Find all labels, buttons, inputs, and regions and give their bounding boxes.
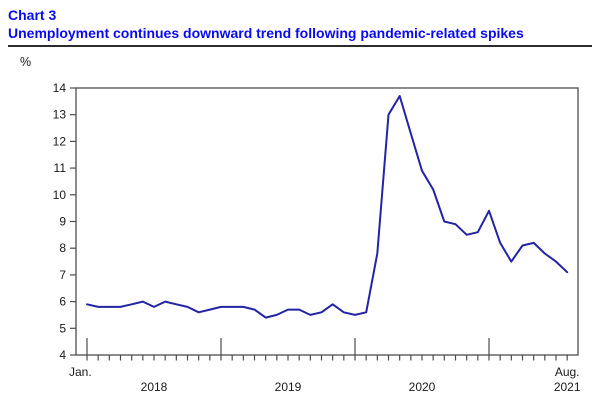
unemployment-rate-line [86,95,569,319]
y-axis-tick-label: 4 [59,348,66,362]
y-axis-tick-label: 10 [53,188,67,202]
x-axis-year-label: 2020 [409,380,436,394]
y-axis-tick-label: 14 [53,81,67,95]
y-axis-tick-label: 9 [59,215,66,229]
title-divider [8,45,592,47]
y-axis-tick-label: 6 [59,295,66,309]
y-axis-unit-label: % [20,55,32,69]
plot-frame [75,87,579,356]
y-axis-tick-label: 5 [59,321,66,335]
y-axis-tick-label: 11 [54,161,67,175]
chart-number: Chart 3 [8,7,57,23]
x-axis-first-month-label: Jan. [69,365,92,379]
y-axis-tick-label: 12 [53,134,67,148]
y-axis-tick-label: 7 [59,268,66,282]
x-axis-last-month-label: Aug. [555,365,580,379]
y-axis-tick-label: 13 [53,108,67,122]
x-axis-year-label: 2019 [275,380,302,394]
x-axis-year-label: 2021 [554,380,581,394]
y-axis-tick-label: 8 [59,241,66,255]
chart-header: Chart 3 Unemployment continues downward … [8,7,592,42]
chart-title: Unemployment continues downward trend fo… [8,24,524,41]
x-axis-year-label: 2018 [141,380,168,394]
